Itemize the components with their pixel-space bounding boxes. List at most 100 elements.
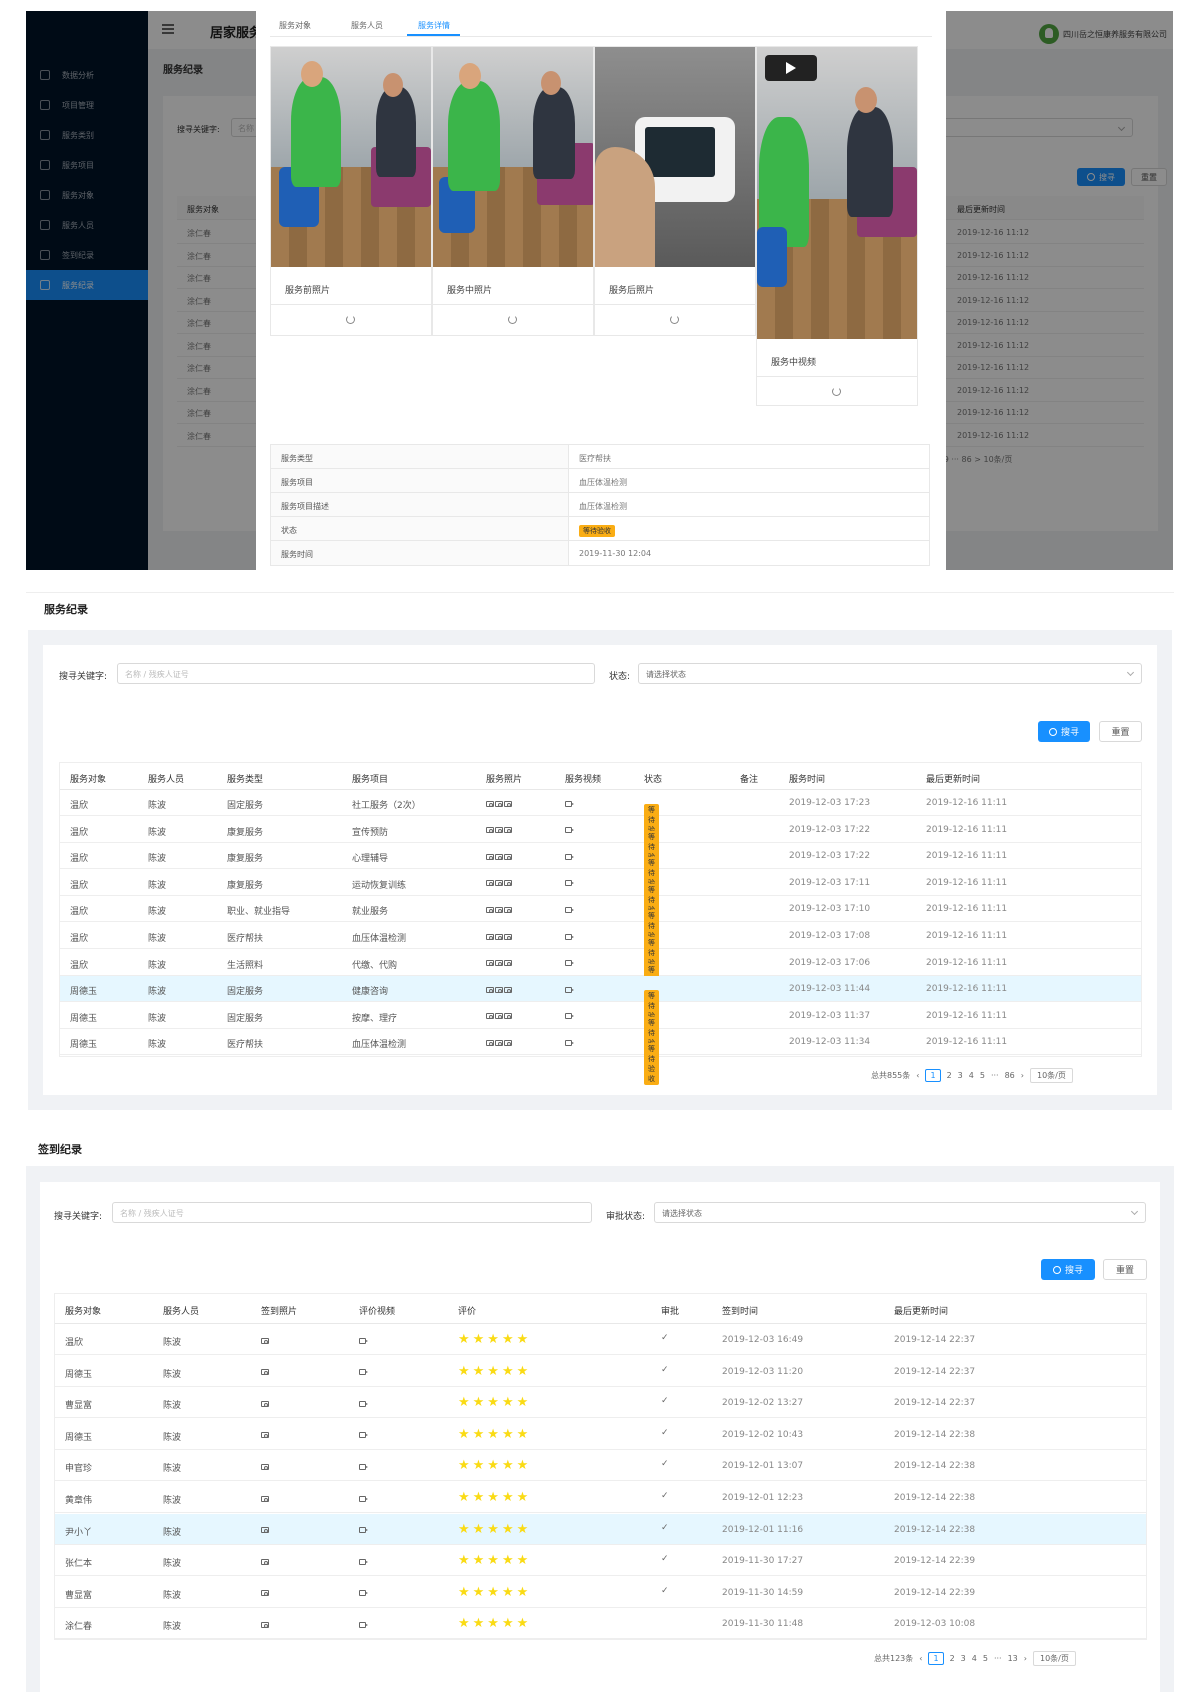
search-input[interactable]: 名称 / 残疾人证号 bbox=[112, 1202, 592, 1223]
page-size-select[interactable]: 10条/页 bbox=[1032, 1651, 1076, 1666]
approval-status-select[interactable]: 请选择状态 bbox=[654, 1202, 1146, 1223]
next-page-button[interactable]: › bbox=[1023, 1654, 1027, 1663]
camera-icon[interactable] bbox=[486, 800, 494, 807]
signin-photo[interactable] bbox=[261, 1336, 270, 1346]
signin-photo[interactable] bbox=[261, 1620, 270, 1630]
signin-photo[interactable] bbox=[261, 1368, 270, 1378]
service-video[interactable] bbox=[565, 905, 574, 915]
camera-icon[interactable] bbox=[261, 1463, 269, 1470]
table-row[interactable]: 曹显富 陈波 ★★★★★ ✓ 2019-11-30 14:59 2019-12-14 22… bbox=[55, 1577, 1146, 1608]
camera-icon[interactable] bbox=[495, 1039, 503, 1046]
video-icon[interactable] bbox=[359, 1558, 368, 1565]
camera-icon[interactable] bbox=[495, 986, 503, 993]
service-photos[interactable] bbox=[486, 799, 513, 809]
camera-icon[interactable] bbox=[504, 800, 512, 807]
service-photos[interactable] bbox=[486, 905, 513, 915]
page-number[interactable]: 5 bbox=[982, 1654, 988, 1663]
camera-icon[interactable] bbox=[504, 1039, 512, 1046]
video-icon[interactable] bbox=[359, 1463, 368, 1470]
camera-icon[interactable] bbox=[486, 853, 494, 860]
sidebar-item[interactable]: 服务类别 bbox=[26, 120, 148, 150]
service-video[interactable] bbox=[565, 799, 574, 809]
bg-search-button[interactable]: 搜寻 bbox=[1077, 168, 1125, 186]
camera-icon[interactable] bbox=[486, 986, 494, 993]
bg-pagination[interactable]: ··· 5 6 7 8 9 ··· 86 > 10条/页 bbox=[903, 455, 1013, 464]
signin-photo[interactable] bbox=[261, 1494, 270, 1504]
camera-icon[interactable] bbox=[261, 1621, 269, 1628]
during-video[interactable] bbox=[757, 47, 917, 339]
service-photos[interactable] bbox=[486, 826, 513, 836]
before-photo[interactable] bbox=[271, 47, 431, 267]
next-page-button[interactable]: › bbox=[1020, 1071, 1024, 1080]
rating-video[interactable] bbox=[359, 1557, 368, 1567]
page-number[interactable]: 4 bbox=[971, 1654, 977, 1663]
rating-video[interactable] bbox=[359, 1589, 368, 1599]
play-icon[interactable] bbox=[765, 55, 817, 81]
menu-toggle-icon[interactable] bbox=[162, 24, 174, 34]
rating-video[interactable] bbox=[359, 1620, 368, 1630]
video-icon[interactable] bbox=[565, 800, 574, 807]
service-photos[interactable] bbox=[486, 985, 513, 995]
signin-photo[interactable] bbox=[261, 1589, 270, 1599]
video-icon[interactable] bbox=[565, 933, 574, 940]
video-icon[interactable] bbox=[565, 853, 574, 860]
during-photo[interactable] bbox=[433, 47, 593, 267]
service-video[interactable] bbox=[565, 879, 574, 889]
camera-icon[interactable] bbox=[486, 960, 494, 967]
sidebar-item[interactable]: 签到纪录 bbox=[26, 240, 148, 270]
camera-icon[interactable] bbox=[504, 986, 512, 993]
camera-icon[interactable] bbox=[495, 960, 503, 967]
bg-reset-button[interactable]: 重置 bbox=[1131, 168, 1167, 186]
prev-page-button[interactable]: ‹ bbox=[919, 1654, 923, 1663]
table-row[interactable]: 温欣 陈波 ★★★★★ ✓ 2019-12-03 16:49 2019-12-14 22:… bbox=[55, 1324, 1146, 1355]
table-row[interactable]: 黄章伟 陈波 ★★★★★ ✓ 2019-12-01 12:23 2019-12-14 22… bbox=[55, 1482, 1146, 1513]
camera-icon[interactable] bbox=[504, 933, 512, 940]
tab-service-detail[interactable]: 服务详情 bbox=[418, 21, 450, 30]
search-button[interactable]: 搜寻 bbox=[1041, 1259, 1095, 1280]
camera-icon[interactable] bbox=[495, 906, 503, 913]
camera-icon[interactable] bbox=[504, 853, 512, 860]
page-number[interactable]: 3 bbox=[960, 1654, 966, 1663]
page-number[interactable]: 13 bbox=[1007, 1654, 1018, 1663]
service-video[interactable] bbox=[565, 826, 574, 836]
camera-icon[interactable] bbox=[261, 1337, 269, 1344]
service-video[interactable] bbox=[565, 959, 574, 969]
signin-photo[interactable] bbox=[261, 1399, 270, 1409]
table-row[interactable]: 温欣陈波医疗帮扶血压体温检测等待验收2019-12-03 17:082019-1… bbox=[60, 923, 1141, 979]
camera-icon[interactable] bbox=[495, 827, 503, 834]
service-video[interactable] bbox=[565, 1012, 574, 1022]
page-number[interactable]: 5 bbox=[979, 1071, 985, 1080]
table-row[interactable]: 温欣陈波康复服务宣传预防等待验收2019-12-03 17:222019-12-… bbox=[60, 817, 1141, 873]
table-row[interactable]: 尹小丫 陈波 ★★★★★ ✓ 2019-12-01 11:16 2019-12-14 22… bbox=[55, 1513, 1146, 1545]
tab-service-staff[interactable]: 服务人员 bbox=[351, 21, 383, 30]
camera-icon[interactable] bbox=[504, 960, 512, 967]
signin-photo[interactable] bbox=[261, 1557, 270, 1567]
camera-icon[interactable] bbox=[486, 906, 494, 913]
tab-service-target[interactable]: 服务对象 bbox=[279, 21, 311, 30]
rating-video[interactable] bbox=[359, 1462, 368, 1472]
service-video[interactable] bbox=[565, 852, 574, 862]
reset-button[interactable]: 重置 bbox=[1103, 1259, 1147, 1280]
sidebar-item[interactable]: 数据分析 bbox=[26, 60, 148, 90]
table-row[interactable]: 周德玉 陈波 ★★★★★ ✓ 2019-12-02 10:43 2019-12-14 22… bbox=[55, 1419, 1146, 1450]
rating-video[interactable] bbox=[359, 1399, 368, 1409]
camera-icon[interactable] bbox=[261, 1527, 269, 1534]
table-row[interactable]: 申官珍 陈波 ★★★★★ ✓ 2019-12-01 13:07 2019-12-14 22… bbox=[55, 1450, 1146, 1482]
camera-icon[interactable] bbox=[486, 933, 494, 940]
camera-icon[interactable] bbox=[495, 880, 503, 887]
video-icon[interactable] bbox=[359, 1432, 368, 1439]
sidebar-item[interactable]: 服务项目 bbox=[26, 150, 148, 180]
rating-video[interactable] bbox=[359, 1336, 368, 1346]
table-row[interactable]: 周德玉 陈波 医疗帮扶 血压体温检测 等待验收 2019-12-03 11:34 2019-… bbox=[60, 1029, 1141, 1086]
video-icon[interactable] bbox=[565, 1039, 574, 1046]
table-row[interactable]: 周德玉 陈波 ★★★★★ ✓ 2019-12-03 11:20 2019-12-14 22… bbox=[55, 1356, 1146, 1387]
signin-photo[interactable] bbox=[261, 1462, 270, 1472]
camera-icon[interactable] bbox=[261, 1558, 269, 1565]
signin-photo[interactable] bbox=[261, 1526, 270, 1536]
page-number[interactable]: 1 bbox=[925, 1069, 941, 1082]
camera-icon[interactable] bbox=[495, 1013, 503, 1020]
camera-icon[interactable] bbox=[261, 1495, 269, 1502]
page-size-select[interactable]: 10条/页 bbox=[1029, 1068, 1073, 1083]
